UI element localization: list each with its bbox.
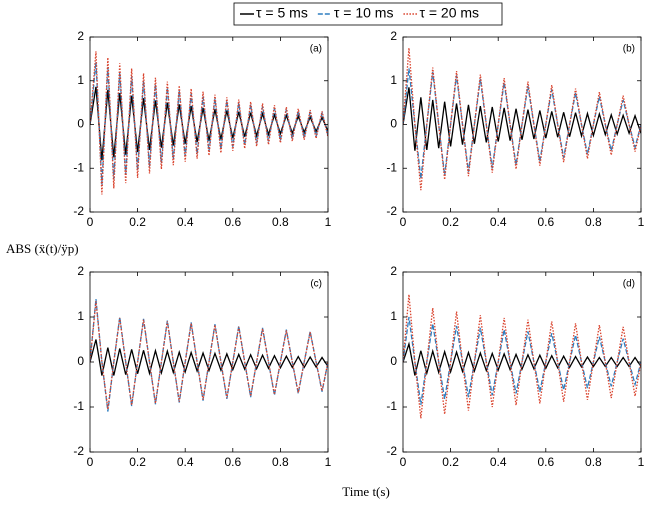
panel: -2 -1 0 1 2 0 0.2 0.4 0.6 0.8 1 (d) — [386, 264, 644, 469]
panel: -2 -1 0 1 2 0 0.2 0.4 0.6 0.8 1 (a) — [73, 29, 331, 229]
y-tick-label: -2 — [73, 444, 84, 458]
y-tick-label: 2 — [390, 29, 397, 43]
plot-area — [403, 47, 641, 191]
x-tick-label: 0.4 — [177, 455, 194, 469]
panel-label: (d) — [623, 279, 635, 290]
x-tick-label: 0.8 — [585, 455, 602, 469]
x-tick-label: 0.4 — [490, 455, 507, 469]
x-tick-label: 0 — [87, 455, 94, 469]
panel-label: (a) — [310, 44, 322, 55]
legend-label: τ = 10 ms — [334, 5, 394, 21]
panel-label: (b) — [623, 44, 635, 55]
y-tick-label: 1 — [77, 309, 84, 323]
series-line — [90, 339, 328, 376]
plot-area — [90, 51, 328, 195]
y-tick-label: 2 — [77, 29, 84, 43]
y-tick-label: 1 — [390, 309, 397, 323]
panel-label: (c) — [310, 279, 322, 290]
y-tick-label: 0 — [77, 117, 84, 131]
panel: -2 -1 0 1 2 0 0.2 0.4 0.6 0.8 1 (c) — [73, 264, 331, 469]
y-tick-label: -2 — [73, 204, 84, 218]
series-line — [90, 301, 328, 410]
x-tick-label: 0.2 — [129, 455, 146, 469]
legend-label: τ = 5 ms — [256, 5, 308, 21]
y-tick-label: -1 — [386, 399, 397, 413]
y-tick-label: -1 — [73, 399, 84, 413]
x-tick-label: 0.6 — [537, 215, 554, 229]
series-line — [90, 298, 328, 412]
y-tick-label: -2 — [386, 444, 397, 458]
y-tick-label: 1 — [77, 73, 84, 87]
y-tick-label: 2 — [390, 264, 397, 278]
y-tick-label: 2 — [77, 264, 84, 278]
series-line — [90, 61, 328, 185]
panel: -2 -1 0 1 2 0 0.2 0.4 0.6 0.8 1 (b) — [386, 29, 644, 229]
y-tick-label: 0 — [77, 354, 84, 368]
x-tick-label: 0.8 — [272, 455, 289, 469]
series-line — [403, 341, 641, 376]
x-tick-label: 1 — [638, 215, 645, 229]
x-tick-label: 0.8 — [585, 215, 602, 229]
x-axis-label: Time t(s) — [342, 484, 390, 499]
y-axis-label: ABS (ẍ(t)/ÿp) — [6, 241, 79, 256]
series-line — [403, 294, 641, 419]
series-line — [403, 87, 641, 151]
x-tick-label: 0.8 — [272, 215, 289, 229]
x-tick-label: 0.4 — [177, 215, 194, 229]
y-tick-label: -2 — [386, 204, 397, 218]
plot-area — [90, 298, 328, 412]
y-tick-label: -1 — [73, 160, 84, 174]
x-tick-label: 0.2 — [442, 455, 459, 469]
x-tick-label: 0.6 — [224, 215, 241, 229]
series-line — [403, 47, 641, 191]
legend: τ = 5 ms τ = 10 ms τ = 20 ms — [233, 2, 503, 26]
axes-frame — [89, 36, 329, 213]
x-tick-label: 1 — [638, 455, 645, 469]
y-tick-label: 0 — [390, 354, 397, 368]
x-tick-label: 1 — [325, 215, 332, 229]
legend-label: τ = 20 ms — [419, 5, 479, 21]
x-tick-label: 0.2 — [442, 215, 459, 229]
y-tick-label: 0 — [390, 117, 397, 131]
x-tick-label: 0.6 — [537, 455, 554, 469]
x-tick-label: 0.6 — [224, 455, 241, 469]
y-tick-label: 1 — [390, 73, 397, 87]
series-line — [403, 316, 641, 405]
x-tick-label: 0 — [87, 215, 94, 229]
x-tick-label: 0.4 — [490, 215, 507, 229]
plot-area — [403, 294, 641, 419]
x-tick-label: 0.2 — [129, 215, 146, 229]
x-tick-label: 1 — [325, 455, 332, 469]
x-tick-label: 0 — [400, 215, 407, 229]
legend-box — [233, 2, 503, 26]
x-tick-label: 0 — [400, 455, 407, 469]
y-tick-label: -1 — [386, 160, 397, 174]
